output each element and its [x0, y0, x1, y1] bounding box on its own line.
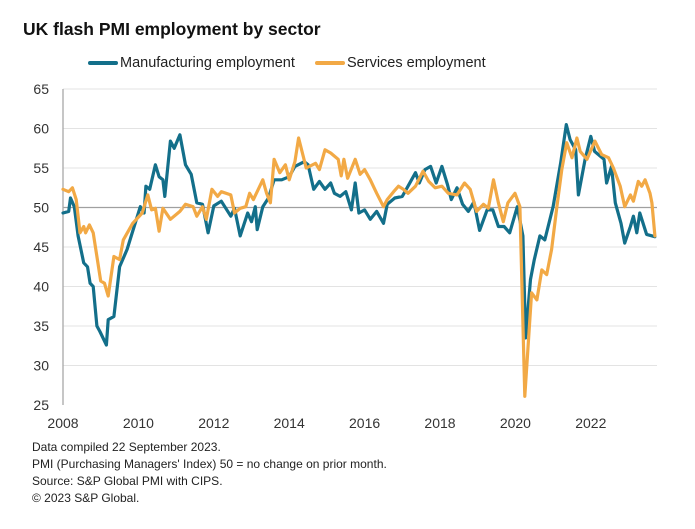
legend-item-services: Services employment	[315, 55, 486, 71]
note-pmi-definition: PMI (Purchasing Managers' Index) 50 = no…	[32, 457, 387, 471]
y-tick-label: 45	[33, 239, 49, 255]
chart-title: UK flash PMI employment by sector	[23, 19, 321, 39]
x-tick-label: 2018	[424, 415, 455, 431]
y-tick-label: 65	[33, 81, 49, 97]
y-tick-label: 35	[33, 318, 49, 334]
note-copyright: © 2023 S&P Global.	[32, 491, 140, 505]
legend-label-services: Services employment	[347, 55, 486, 71]
note-source: Source: S&P Global PMI with CIPS.	[32, 474, 223, 488]
legend-item-manufacturing: Manufacturing employment	[88, 55, 295, 71]
series-line-services	[61, 136, 657, 398]
x-tick-label: 2008	[47, 415, 78, 431]
note-compiled: Data compiled 22 September 2023.	[32, 440, 221, 454]
x-tick-label: 2014	[274, 415, 305, 431]
y-tick-label: 50	[33, 200, 49, 216]
series-line-manufacturing	[61, 123, 657, 347]
y-tick-label: 40	[33, 279, 49, 295]
y-tick-label: 25	[33, 397, 49, 413]
y-tick-label: 30	[33, 358, 49, 374]
legend-swatch-services	[315, 61, 345, 65]
x-tick-label: 2020	[500, 415, 531, 431]
footnotes: Data compiled 22 September 2023. PMI (Pu…	[32, 439, 387, 507]
y-tick-label: 55	[33, 160, 49, 176]
x-tick-label: 2022	[575, 415, 606, 431]
y-tick-label: 60	[33, 121, 49, 137]
legend-label-manufacturing: Manufacturing employment	[120, 55, 295, 71]
legend-swatch-manufacturing	[88, 61, 118, 65]
x-tick-label: 2012	[198, 415, 229, 431]
x-tick-label: 2010	[123, 415, 154, 431]
x-tick-label: 2016	[349, 415, 380, 431]
